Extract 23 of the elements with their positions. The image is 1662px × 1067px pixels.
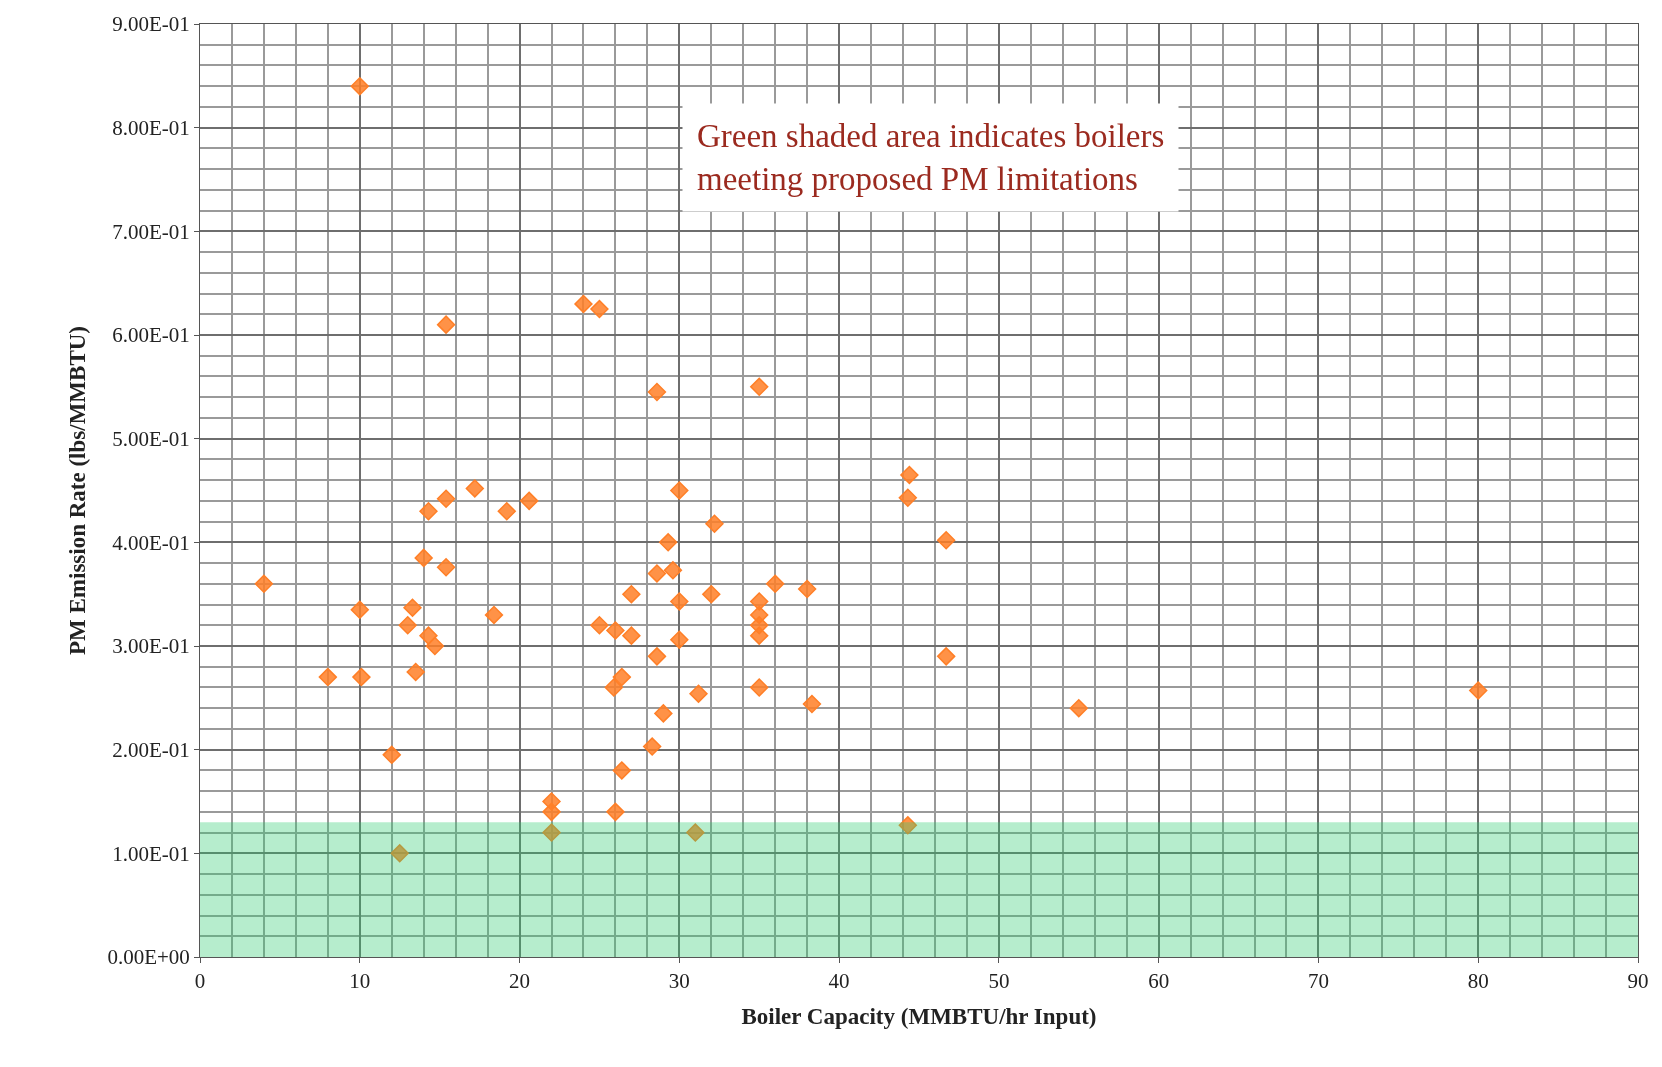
y-tick-label: 1.00E-01 <box>112 841 190 866</box>
x-tick-label: 20 <box>509 969 531 994</box>
y-tick-label: 0.00E+00 <box>107 945 190 970</box>
x-tick-label: 70 <box>1307 969 1329 994</box>
y-tick-label: 5.00E-01 <box>112 427 190 452</box>
y-tick-label: 6.00E-01 <box>112 323 190 348</box>
x-axis-title: Boiler Capacity (MMBTU/hr Input) <box>741 1003 1097 1029</box>
y-tick-label: 7.00E-01 <box>112 219 190 244</box>
y-axis-title: PM Emission Rate (lbs/MMBTU) <box>64 325 90 656</box>
y-tick-label: 3.00E-01 <box>112 634 190 659</box>
x-tick-label: 60 <box>1148 969 1170 994</box>
y-tick-label: 8.00E-01 <box>112 116 190 141</box>
y-tick-label: 4.00E-01 <box>112 530 190 555</box>
x-tick-label: 90 <box>1627 969 1649 994</box>
annotation: Green shaded area indicates boilers meeting proposed PM limitations <box>697 118 1165 197</box>
x-tick-label: 30 <box>668 969 690 994</box>
x-tick-label: 80 <box>1467 969 1489 994</box>
y-tick-label: 2.00E-01 <box>112 738 190 763</box>
x-tick-label: 40 <box>828 969 850 994</box>
y-tick-label: 9.00E-01 <box>112 12 190 37</box>
x-tick-label: 50 <box>988 969 1010 994</box>
x-tick-label: 10 <box>349 969 371 994</box>
x-tick-label: 0 <box>194 969 206 994</box>
